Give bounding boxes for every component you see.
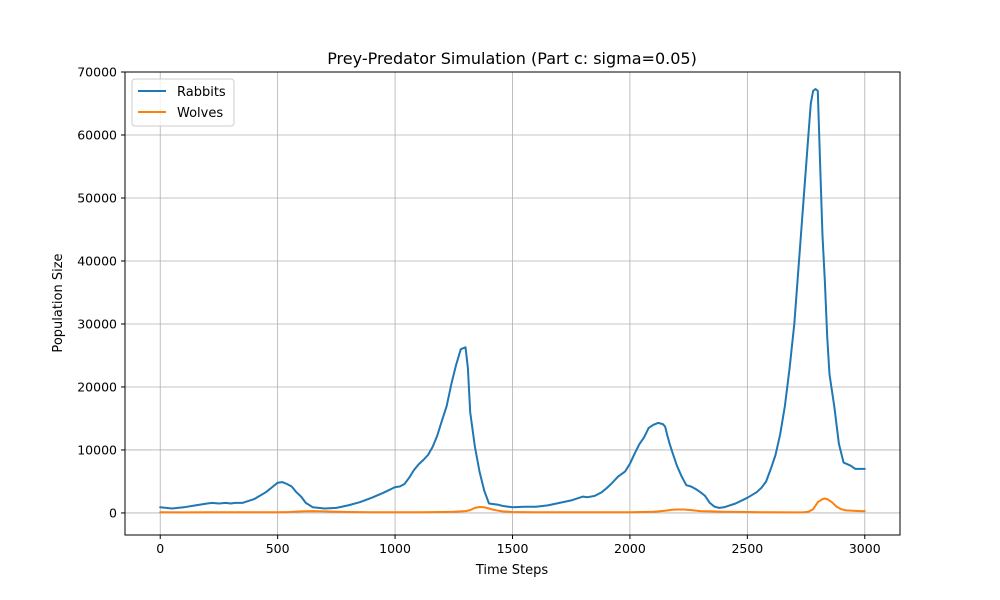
x-tick-label: 0 bbox=[156, 541, 164, 556]
chart-title: Prey-Predator Simulation (Part c: sigma=… bbox=[327, 49, 697, 68]
y-tick-label: 40000 bbox=[77, 253, 117, 268]
x-tick-label: 500 bbox=[266, 541, 290, 556]
y-tick-label: 70000 bbox=[77, 65, 117, 80]
y-tick-label: 20000 bbox=[77, 379, 117, 394]
y-axis-label: Population Size bbox=[51, 253, 66, 352]
x-tick-label: 2500 bbox=[731, 541, 763, 556]
x-tick-label: 3000 bbox=[849, 541, 881, 556]
x-axis-label: Time Steps bbox=[475, 563, 549, 578]
y-axis-ticks: 0 10000 20000 30000 40000 50000 60000 70000 bbox=[77, 65, 125, 520]
x-axis-ticks: 0 500 1000 1500 2000 2500 3000 bbox=[156, 535, 881, 556]
y-tick-label: 10000 bbox=[77, 442, 117, 457]
series-line-rabbits bbox=[159, 88, 866, 510]
x-tick-label: 2000 bbox=[614, 541, 646, 556]
x-tick-label: 1500 bbox=[497, 541, 529, 556]
legend: Rabbits Wolves bbox=[131, 78, 235, 127]
y-tick-label: 50000 bbox=[77, 190, 117, 205]
y-tick-label: 60000 bbox=[77, 127, 117, 142]
y-tick-label: 30000 bbox=[77, 316, 117, 331]
legend-label-wolves: Wolves bbox=[177, 106, 223, 121]
series-lines bbox=[159, 88, 866, 514]
legend-label-rabbits: Rabbits bbox=[177, 85, 226, 100]
series-line-wolves bbox=[159, 497, 866, 514]
y-tick-label: 0 bbox=[109, 505, 117, 520]
x-tick-label: 1000 bbox=[379, 541, 411, 556]
